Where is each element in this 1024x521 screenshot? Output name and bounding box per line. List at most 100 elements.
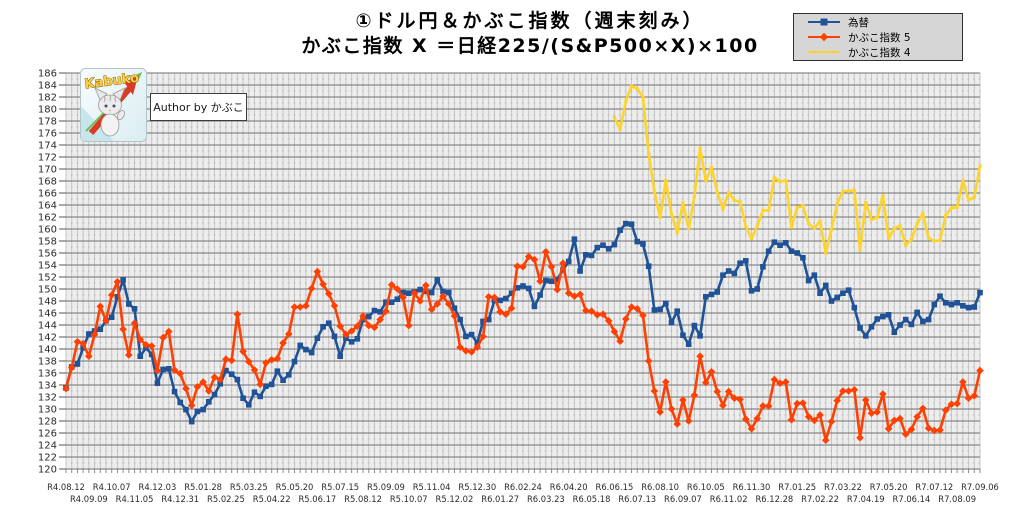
legend-item-kabuko5: かぶこ指数 5 [807, 30, 962, 44]
x-tick-label: R6.02.24 [504, 482, 542, 492]
y-tick-label: 176 [38, 129, 57, 140]
chart-legend: 為替 かぶこ指数 5 かぶこ指数 4 [793, 13, 963, 61]
y-tick-label: 160 [38, 225, 57, 236]
y-tick-label: 124 [38, 441, 57, 452]
x-tick-label: R5.12.02 [436, 494, 474, 504]
x-tick-label: R5.01.28 [184, 482, 222, 492]
y-tick-label: 138 [38, 357, 57, 368]
x-tick-label: R6.03.23 [527, 494, 565, 504]
x-tick-label: R7.08.09 [938, 494, 976, 504]
y-tick-label: 152 [38, 273, 57, 284]
x-tick-label: R4.08.12 [47, 482, 85, 492]
x-tick-label: R7.05.20 [870, 482, 908, 492]
x-tick-label: R7.01.25 [778, 482, 816, 492]
minor-horizontal-gridlines [66, 78, 980, 464]
red-arrowhead-icon [124, 76, 138, 95]
y-tick-label: 162 [38, 213, 57, 224]
y-tick-label: 178 [38, 117, 57, 128]
x-tick-label: R7.03.22 [824, 482, 862, 492]
major-horizontal-gridlines [66, 72, 980, 470]
kabuko-logo: Kabuko [80, 68, 147, 142]
x-tick-label: R6.07.13 [618, 494, 656, 504]
y-tick-label: 156 [38, 249, 57, 260]
author-credit: Author by かぶこ [150, 93, 247, 121]
legend-item-kabuko4: かぶこ指数 4 [807, 45, 962, 59]
x-tick-label: R5.08.12 [344, 494, 382, 504]
y-tick-label: 184 [38, 81, 57, 92]
x-tick-label: R5.07.15 [321, 482, 359, 492]
legend-item-label: かぶこ指数 5 [848, 31, 911, 44]
x-tick-label: R6.12.28 [755, 494, 793, 504]
series-kabuko5 [62, 248, 984, 444]
y-tick-label: 168 [38, 177, 57, 188]
x-tick-label: R6.04.20 [550, 482, 588, 492]
y-tick-label: 150 [38, 285, 57, 296]
y-tick-label: 126 [38, 429, 57, 440]
x-tick-label: R6.10.05 [687, 482, 725, 492]
author-credit-label: Author by かぶこ [153, 101, 244, 114]
y-tick-label: 180 [38, 105, 57, 116]
legend-item-label: 為替 [848, 16, 869, 29]
y-tick-label: 136 [38, 369, 57, 380]
x-tick-label: R5.09.09 [367, 482, 405, 492]
x-tick-label: R6.11.30 [733, 482, 771, 492]
y-tick-label: 158 [38, 237, 57, 248]
y-axis: 1201221241261281301321341361381401421441… [38, 69, 66, 476]
legend-item-label: かぶこ指数 4 [848, 46, 911, 59]
x-tick-label: R4.12.03 [139, 482, 177, 492]
x-axis: R4.08.12 R4.09.09 R4.10.07 R4.11.05 R4.12.03… [47, 482, 999, 504]
y-tick-label: 154 [38, 261, 57, 272]
legend-swatch-kabuko4-icon [808, 51, 840, 53]
x-tick-label: R4.09.09 [70, 494, 108, 504]
x-tick-label: R5.12.30 [458, 482, 496, 492]
x-tick-label: R7.04.19 [847, 494, 885, 504]
x-tick-label: R5.10.07 [390, 494, 428, 504]
y-tick-label: 164 [38, 201, 57, 212]
legend-swatch-kabuko5-icon [808, 32, 840, 42]
y-tick-label: 132 [38, 393, 57, 404]
legend-swatch-kawase-icon [808, 18, 840, 26]
chart-title-line2: かぶこ指数 X ＝日経225/(S&P500×X)×100 [301, 34, 759, 57]
x-tick-label: R5.04.22 [253, 494, 291, 504]
x-tick-label: R7.06.14 [893, 494, 931, 504]
cat-mascot-icon [94, 87, 126, 137]
y-tick-label: 142 [38, 333, 57, 344]
x-tick-label: R6.09.07 [664, 494, 702, 504]
y-tick-label: 140 [38, 345, 57, 356]
series-kawase [63, 220, 983, 425]
y-tick-label: 174 [38, 141, 57, 152]
x-tick-label: R5.11.04 [413, 482, 451, 492]
x-tick-label: R4.11.05 [116, 494, 154, 504]
y-tick-label: 170 [38, 165, 57, 176]
x-tick-label: R5.02.25 [207, 494, 245, 504]
x-tick-label: R6.01.27 [481, 494, 519, 504]
x-tick-label: R6.11.02 [710, 494, 748, 504]
x-tick-label: R4.12.31 [161, 494, 199, 504]
y-tick-label: 144 [38, 321, 57, 332]
x-tick-label: R7.09.06 [961, 482, 999, 492]
series-kabuko4 [612, 84, 982, 255]
x-tick-label: R5.03.25 [230, 482, 268, 492]
y-tick-label: 166 [38, 189, 57, 200]
logo-brand-text: Kabuko [84, 71, 140, 93]
x-tick-label: R7.07.12 [915, 482, 953, 492]
y-tick-label: 146 [38, 309, 57, 320]
y-tick-label: 148 [38, 297, 57, 308]
x-tick-label: R6.08.10 [641, 482, 679, 492]
x-tick-label: R4.10.07 [93, 482, 131, 492]
legend-item-kawase: 為替 [807, 15, 962, 29]
y-tick-label: 128 [38, 417, 57, 428]
y-tick-label: 172 [38, 153, 57, 164]
y-tick-label: 186 [38, 69, 57, 80]
chart-title: ①ドル円＆かぶこ指数（週末刻み） かぶこ指数 X ＝日経225/(S&P500×… [240, 9, 820, 58]
x-tick-label: R6.06.15 [596, 482, 634, 492]
y-tick-label: 122 [38, 453, 57, 464]
x-tick-label: R5.05.20 [276, 482, 314, 492]
chart-title-line1: ①ドル円＆かぶこ指数（週末刻み） [355, 10, 705, 32]
y-tick-label: 182 [38, 93, 57, 104]
x-tick-label: R6.05.18 [573, 494, 611, 504]
y-tick-label: 120 [38, 465, 57, 476]
x-tick-label: R7.02.22 [801, 494, 839, 504]
